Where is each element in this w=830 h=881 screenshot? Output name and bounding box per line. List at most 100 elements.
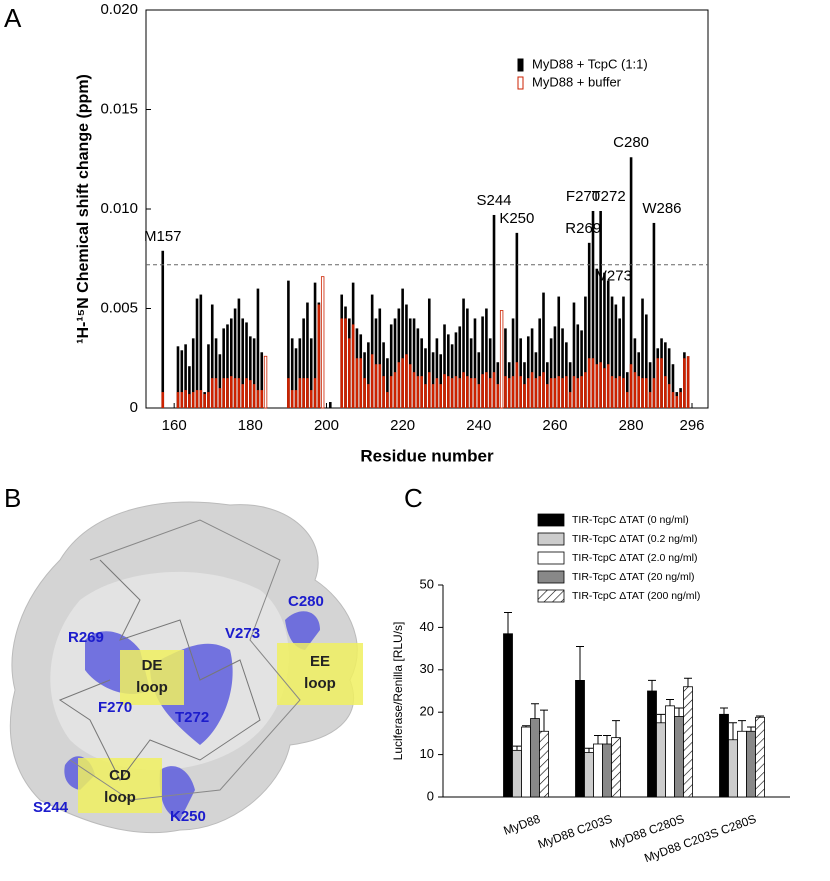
bar — [401, 358, 404, 408]
bar — [606, 280, 610, 408]
bar — [488, 338, 492, 408]
bar — [561, 378, 564, 408]
bar — [458, 378, 462, 408]
bar — [184, 344, 187, 408]
bar — [572, 376, 576, 408]
bar — [340, 318, 344, 408]
annotation: K250 — [499, 210, 534, 227]
bar — [667, 384, 671, 408]
bar — [450, 344, 454, 408]
legend-label: TIR-TcpC ΔTAT (0 ng/ml) — [572, 514, 689, 526]
bar — [625, 392, 629, 408]
bar — [447, 376, 450, 408]
bar — [191, 392, 195, 408]
bar — [416, 376, 420, 408]
bar — [176, 392, 180, 408]
bar — [226, 378, 229, 408]
loop-label: loop — [136, 679, 168, 696]
bar — [245, 378, 248, 408]
bar — [485, 308, 488, 408]
bar — [656, 358, 660, 408]
bar — [549, 338, 553, 408]
bar — [443, 324, 446, 408]
error-bar — [738, 720, 746, 732]
bar — [481, 316, 484, 408]
bar — [161, 250, 165, 408]
bar — [294, 348, 298, 408]
error-bar — [522, 725, 530, 728]
bar — [499, 310, 504, 409]
bar — [610, 376, 614, 408]
y-axis-label: ¹H-¹⁵N Chemical shift change (ppm) — [75, 74, 92, 344]
y-tick-label: 0.010 — [100, 200, 138, 217]
bar — [565, 342, 568, 408]
protein-surface — [9, 501, 363, 834]
y-tick-label: 30 — [420, 661, 434, 676]
error-bar — [576, 645, 584, 681]
bar — [320, 276, 325, 409]
bar — [645, 378, 648, 408]
bar — [576, 378, 580, 408]
bar — [306, 302, 309, 408]
bar — [618, 318, 621, 408]
bar — [260, 352, 264, 408]
bar — [538, 376, 542, 408]
x-tick-label: MyD88 — [502, 812, 543, 838]
legend-label: TIR-TcpC ΔTAT (20 ng/ml) — [572, 571, 695, 583]
bar — [618, 376, 621, 408]
bar — [222, 378, 225, 408]
bar — [469, 378, 473, 408]
annotation: R269 — [565, 220, 601, 237]
legend-swatch — [537, 589, 565, 603]
bar — [561, 328, 564, 408]
bar — [610, 296, 614, 408]
error-bar — [747, 726, 755, 732]
bar — [218, 388, 222, 408]
bar — [504, 328, 507, 408]
bar — [290, 338, 294, 408]
bar — [660, 358, 663, 408]
legend-label: TIR-TcpC ΔTAT (200 ng/ml) — [572, 590, 700, 602]
bar — [515, 232, 519, 408]
bar — [675, 396, 679, 408]
bar — [485, 372, 488, 408]
annotation: C280 — [613, 134, 649, 151]
bar — [454, 332, 458, 408]
annotation: V273 — [597, 268, 632, 285]
bar — [557, 376, 561, 408]
bar — [671, 364, 675, 408]
panel-label: A — [4, 3, 22, 33]
legend-swatch — [537, 532, 565, 546]
bar — [530, 718, 540, 798]
bar — [214, 378, 218, 408]
bar — [435, 338, 439, 408]
x-tick-label: MyD88 C203S — [536, 812, 614, 852]
bar — [450, 378, 454, 408]
x-tick-label: 280 — [619, 417, 644, 434]
bar — [389, 324, 393, 408]
bar — [507, 378, 511, 408]
bar — [595, 364, 599, 408]
error-bar — [666, 698, 674, 706]
bar — [424, 384, 427, 408]
annotation: M157 — [144, 228, 182, 245]
y-tick-label: 0.020 — [100, 1, 138, 18]
bar — [679, 392, 682, 408]
bar — [287, 280, 290, 408]
bar — [652, 222, 656, 408]
error-bar — [540, 709, 548, 732]
y-tick-label: 20 — [420, 704, 434, 719]
bar — [629, 364, 633, 408]
x-tick-label: 200 — [314, 417, 339, 434]
bar — [195, 390, 199, 408]
x-tick-label: 160 — [162, 417, 187, 434]
bar — [568, 392, 572, 408]
bar — [521, 726, 531, 798]
bar — [629, 157, 633, 408]
loop-label: loop — [304, 675, 336, 692]
legend-swatch — [537, 570, 565, 584]
bar — [328, 402, 332, 408]
bar — [431, 384, 435, 408]
loop-label: EE — [310, 653, 330, 670]
legend-swatch — [517, 76, 524, 90]
